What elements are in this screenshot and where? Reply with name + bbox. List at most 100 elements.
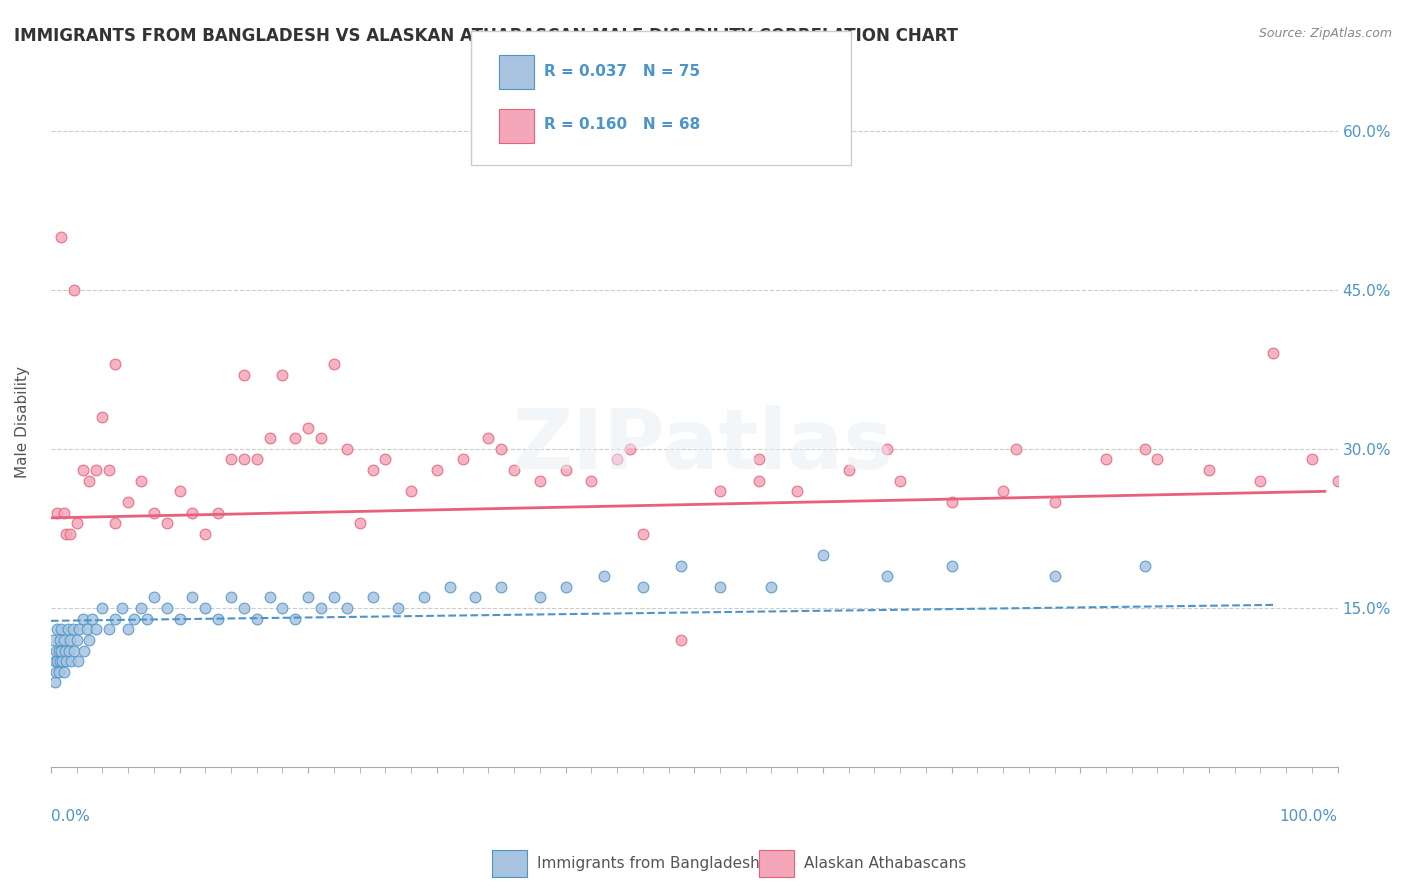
Text: 0.0%: 0.0% [51,809,90,823]
Point [124,612,146,626]
Point [72,463,94,477]
Point [52,506,75,520]
Point [554,463,576,477]
Point [889,474,911,488]
Point [110,601,132,615]
Point [876,569,898,583]
Point [232,601,254,615]
Point [259,431,281,445]
Point [156,516,179,531]
Point [56,622,79,636]
Point [451,452,474,467]
Point [53,643,76,657]
Point [593,569,616,583]
Point [387,601,409,615]
Point [439,580,461,594]
Point [489,580,512,594]
Point [232,368,254,382]
Point [271,368,294,382]
Point [1043,495,1066,509]
Point [97,622,120,636]
Point [44,675,66,690]
Point [259,591,281,605]
Point [84,622,107,636]
Point [1133,442,1156,456]
Point [91,410,114,425]
Point [84,463,107,477]
Point [671,632,693,647]
Point [529,474,551,488]
Point [1043,569,1066,583]
Point [104,516,127,531]
Point [97,463,120,477]
Point [309,431,332,445]
Point [51,654,73,668]
Point [207,506,229,520]
Point [79,632,101,647]
Point [49,229,72,244]
Point [104,612,127,626]
Point [46,654,69,668]
Text: R = 0.160   N = 68: R = 0.160 N = 68 [544,118,700,132]
Point [399,484,422,499]
Point [66,654,89,668]
Point [1146,452,1168,467]
Point [323,591,346,605]
Point [748,474,770,488]
Point [60,654,83,668]
Point [1301,452,1323,467]
Point [63,643,86,657]
Point [48,643,70,657]
Point [142,591,165,605]
Point [104,357,127,371]
Point [786,484,808,499]
Point [246,612,269,626]
Text: R = 0.037   N = 75: R = 0.037 N = 75 [544,64,700,78]
Point [503,463,526,477]
Text: Immigrants from Bangladesh: Immigrants from Bangladesh [537,856,759,871]
Point [129,601,152,615]
Text: Alaskan Athabascans: Alaskan Athabascans [804,856,966,871]
Point [72,612,94,626]
Point [1198,463,1220,477]
Point [42,632,65,647]
Point [181,506,204,520]
Point [1326,474,1348,488]
Point [811,548,834,562]
Point [361,463,384,477]
Y-axis label: Male Disability: Male Disability [15,367,30,478]
Point [169,484,191,499]
Point [761,580,783,594]
Point [169,612,191,626]
Point [59,526,82,541]
Point [336,601,359,615]
Point [838,463,860,477]
Point [62,622,84,636]
Point [44,654,66,668]
Point [941,558,963,573]
Point [67,622,90,636]
Point [49,654,72,668]
Point [59,632,82,647]
Point [323,357,346,371]
Point [79,474,101,488]
Point [297,591,319,605]
Point [142,506,165,520]
Point [45,665,67,679]
Point [464,591,486,605]
Point [991,484,1014,499]
Point [52,665,75,679]
Point [246,452,269,467]
Point [65,632,87,647]
Point [49,632,72,647]
Point [271,601,294,615]
Point [91,601,114,615]
Point [58,643,80,657]
Point [49,622,72,636]
Point [1249,474,1271,488]
Point [76,622,98,636]
Point [207,612,229,626]
Point [349,516,371,531]
Point [156,601,179,615]
Point [489,442,512,456]
